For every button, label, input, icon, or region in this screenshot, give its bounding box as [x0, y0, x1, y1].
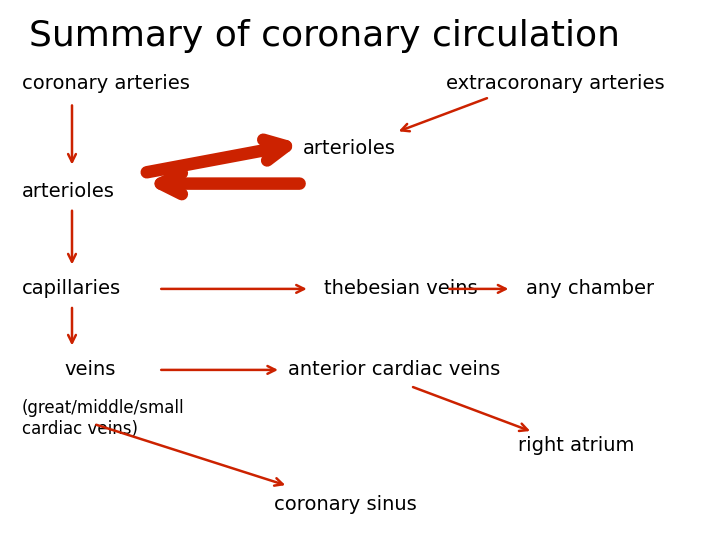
Text: coronary sinus: coronary sinus — [274, 495, 416, 515]
Text: thebesian veins: thebesian veins — [324, 279, 477, 299]
Text: right atrium: right atrium — [518, 436, 635, 455]
Text: arterioles: arterioles — [22, 182, 114, 201]
Text: arterioles: arterioles — [302, 139, 395, 158]
Text: any chamber: any chamber — [526, 279, 654, 299]
Text: capillaries: capillaries — [22, 279, 121, 299]
Text: (great/middle/small
cardiac veins): (great/middle/small cardiac veins) — [22, 399, 184, 438]
Text: extracoronary arteries: extracoronary arteries — [446, 74, 665, 93]
Text: Summary of coronary circulation: Summary of coronary circulation — [29, 19, 620, 53]
Text: anterior cardiac veins: anterior cardiac veins — [288, 360, 500, 380]
Text: veins: veins — [65, 360, 116, 380]
Text: coronary arteries: coronary arteries — [22, 74, 189, 93]
